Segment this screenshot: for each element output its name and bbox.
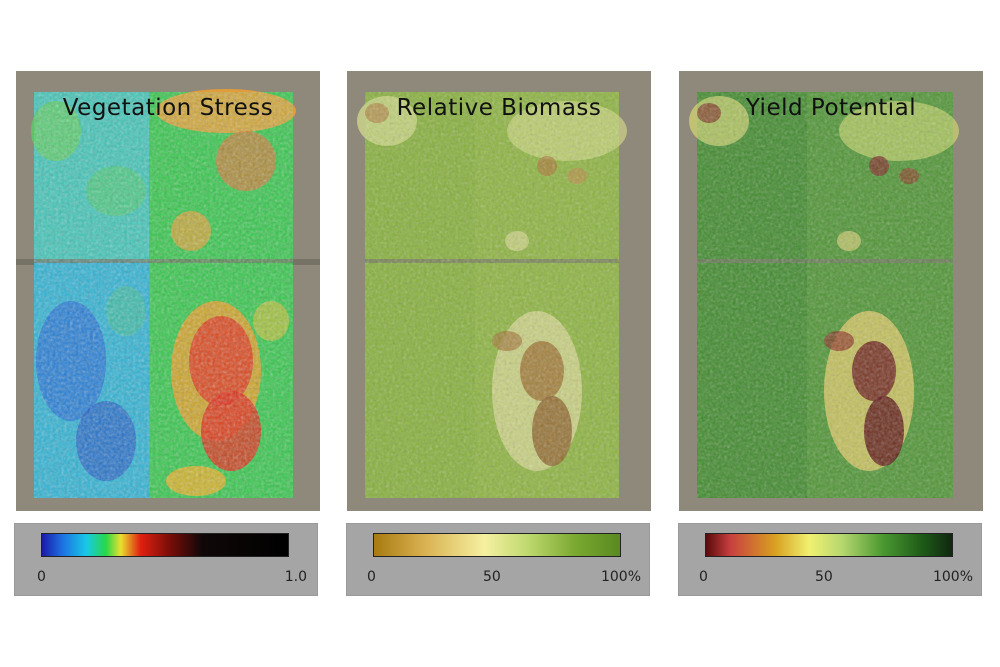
legend-min-label: 0 [37,569,46,585]
legend-yield-potential: 0 50 100% [678,523,982,596]
legend-mid-label: 50 [815,569,833,585]
legend-mid-label: 50 [483,569,501,585]
legend-max-label: 100% [600,569,641,585]
panel-relative-biomass: Relative Biomass [347,71,651,511]
panel-vegetation-stress: Vegetation Stress [16,71,320,511]
legend-max-label: 1.0 [284,569,307,585]
legend-relative-biomass: 0 50 100% [346,523,650,596]
panel-yield-potential: Yield Potential [679,71,983,511]
panel-title: Relative Biomass [396,95,602,121]
panel-title: Yield Potential [745,95,917,121]
legend-vegetation-stress: 0 1.0 [14,523,318,596]
legend-max-label: 100% [932,569,973,585]
relative-biomass-map [347,71,651,511]
panel-title: Vegetation Stress [62,95,274,121]
legend-min-label: 0 [699,569,708,585]
colorbar [705,533,953,557]
legend-min-label: 0 [367,569,376,585]
colorbar [41,533,289,557]
yield-potential-map [679,71,983,511]
colorbar [373,533,621,557]
vegetation-stress-map [16,71,320,511]
